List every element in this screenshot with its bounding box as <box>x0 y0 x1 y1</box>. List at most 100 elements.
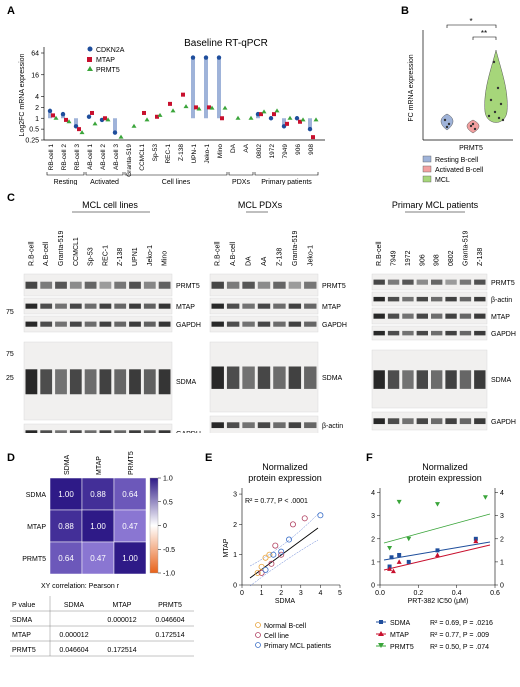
heat-cell-2-0 <box>49 541 83 575</box>
c1-r1-1-band-8 <box>143 303 156 309</box>
c3-r2-0-band-4 <box>431 370 443 389</box>
a-prmt5-16 <box>261 109 267 114</box>
a-xlabel-7: CCMCL1 <box>139 144 146 171</box>
a-bar-11 <box>191 57 195 119</box>
a-mtap-7 <box>142 110 146 115</box>
c2-r2-0-band-4 <box>273 366 286 389</box>
c3-r2-1-band-0 <box>373 418 385 425</box>
c1-r1-0-band-9 <box>158 281 171 289</box>
heat-cell-0-2 <box>113 477 147 511</box>
c3-r1-0-band-7 <box>474 279 486 285</box>
heatmap-cells: 1.00 0.88 0.64 0.88 1.00 0.47 0.64 0.47 1.00 <box>49 477 147 575</box>
c2-r2-1-band-1 <box>226 422 240 429</box>
c2-label1-1: MTAP <box>322 304 341 311</box>
panel-a-label: A <box>7 5 15 17</box>
ptable-cell-2-1: 0.000012 <box>59 632 88 639</box>
a-xlabel-12: Jeko-1 <box>204 144 211 164</box>
c1-label2-0: SDMA <box>176 379 197 386</box>
c2-r1-1-band-4 <box>273 303 286 309</box>
c1-r1-0-band-0 <box>25 281 38 289</box>
c1-r2-0-band-7 <box>129 369 141 395</box>
a-xlabel-13: Mino <box>217 144 224 158</box>
legend-normal-marker <box>255 622 261 628</box>
a-ytick-label-0: 64 <box>31 51 39 58</box>
a-prmt5-2 <box>79 130 85 135</box>
pvalue-table: P value SDMA MTAP PRMT5 SDMA 0.000012 0.046604… <box>10 596 194 657</box>
a-xlabel-6: Granta-519 <box>126 144 133 177</box>
legend-f-sdma: SDMA <box>390 620 411 627</box>
f-ytick-r-label-4: 4 <box>500 490 504 497</box>
c3-r1-0-band-5 <box>445 279 457 285</box>
c1-r2-0-band-3 <box>69 369 82 395</box>
c3-r2-0-band-7 <box>474 370 486 389</box>
c1-lane-6: Z-138 <box>117 248 124 266</box>
c3-r2-0-band-2 <box>402 370 414 389</box>
c1-lane-9: Mino <box>162 251 169 266</box>
c2-label1-0: PRMT5 <box>322 283 346 290</box>
c1-lane-8: Jeko-1 <box>147 245 154 266</box>
c3-r1-1-band-4 <box>431 296 443 302</box>
c1-r2-1-band-2 <box>55 430 67 433</box>
c2-r1-2-band-0 <box>211 321 224 327</box>
c3-r2-1-band-4 <box>431 418 443 425</box>
heat-val-2-1: 0.47 <box>90 554 106 563</box>
panel-d-label: D <box>7 452 15 464</box>
panel-a-legend: CDKN2A MTAP PRMT5 <box>87 46 125 74</box>
panel-a-groups: Resting Activated Cell lines PDXs Primary pa… <box>46 172 319 185</box>
a-xlabel-2: RB-cell 3 <box>74 144 81 171</box>
a-mtap-2 <box>77 127 81 132</box>
e-point-1-2 <box>272 542 279 549</box>
a-ytick-label-6: 0.25 <box>25 138 39 145</box>
a-prmt5-4 <box>105 117 111 122</box>
a-group-bracket-3 <box>228 172 254 176</box>
f-point-mtap-3 <box>435 552 440 557</box>
c1-r2-0-band-9 <box>158 369 171 395</box>
a-group-bracket-2 <box>124 172 228 176</box>
panel-e-ci-lower <box>249 539 319 587</box>
c3-lane-1: 7949 <box>391 250 398 266</box>
c3-r2-0-band-1 <box>387 370 400 389</box>
c1-r1-0-band-2 <box>55 281 67 289</box>
c1-lane-7: UPN1 <box>132 247 139 266</box>
legend-primary-marker <box>255 642 261 648</box>
legend-f-prmt5-stat: R² = 0.50, P = .074 <box>430 644 489 651</box>
colorbar-ticks: 1.0 0.5 0 -0.5 -1.0 <box>158 476 175 578</box>
c1-r1-2-band-4 <box>84 321 97 327</box>
c3-r2-1-band-3 <box>416 418 428 425</box>
heat-val-0-2: 0.64 <box>122 490 138 499</box>
c2-r2-0-band-5 <box>288 366 302 389</box>
f-point-sdma-3 <box>406 559 411 564</box>
ptable-cell-3-2: 0.172514 <box>107 647 136 654</box>
blot3-title: Primary MCL patients <box>392 200 479 210</box>
a-bar-13 <box>217 57 221 119</box>
panel-a-yticks: 64 16 4 2 1 0.5 0.25 <box>25 51 44 145</box>
c1-r1-1-band-3 <box>69 303 82 309</box>
panel-f-label: F <box>366 452 373 464</box>
c3-r1-2-band-0 <box>373 313 385 319</box>
legend-activated: Activated B-cell <box>435 167 484 174</box>
a-bar-12 <box>204 57 208 119</box>
c1-lane-5: REC-1 <box>102 245 109 266</box>
heat-row-label-2: PRMT5 <box>22 556 46 563</box>
legend-mtap-marker <box>87 57 92 62</box>
legend-mtap: MTAP <box>96 57 115 64</box>
blot1-bands: PRMT5 MTAP GAPDH SDMA GAPDH <box>23 273 201 433</box>
c2-r2-0-band-2 <box>242 366 255 389</box>
c3-r1-0-strip <box>371 273 488 291</box>
legend-mcl-swatch <box>422 175 432 183</box>
c1-r2-1-band-4 <box>84 430 97 433</box>
c1-r2-1-band-5 <box>99 430 112 433</box>
a-mtap-16 <box>259 112 263 117</box>
f-xtick-label-1: 0.2 <box>413 590 423 597</box>
c1-r1-1-band-2 <box>55 303 67 309</box>
a-xlabel-15: AA <box>243 143 250 152</box>
c2-lane-1: A.B-cell <box>230 241 237 266</box>
sig-star-2: ** <box>481 29 487 38</box>
c3-label1-1: β-actin <box>491 297 512 304</box>
a-prmt5-0 <box>53 115 59 120</box>
f-point-mtap-0 <box>387 566 393 571</box>
a-mtap-1 <box>64 117 68 122</box>
panel-f-legend: SDMA R² = 0.69, P = .0216 MTAP R² = 0.77… <box>376 620 493 651</box>
blot1-lane-labels: R.B-cell A.B-cell Granta-519 CCMCL1 Sp-53 REC… <box>28 230 168 266</box>
c1-r1-1-band-6 <box>114 303 127 309</box>
